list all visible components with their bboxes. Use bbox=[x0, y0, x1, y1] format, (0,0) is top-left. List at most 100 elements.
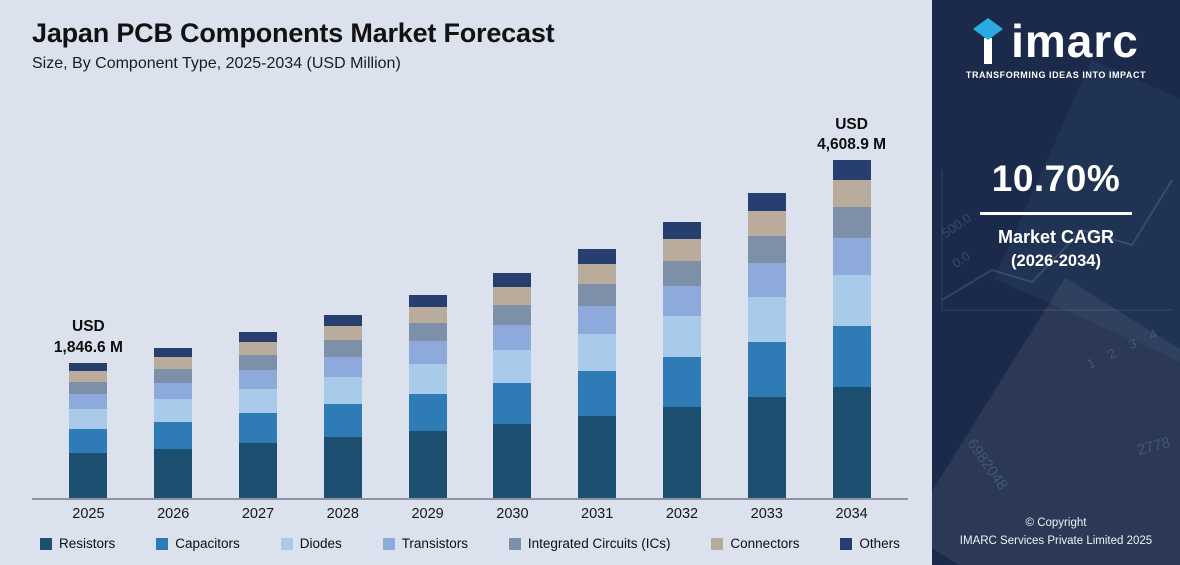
bar-segment-resistors bbox=[578, 415, 617, 498]
divider-rule bbox=[980, 212, 1132, 215]
x-axis-label: 2028 bbox=[326, 506, 359, 522]
bar-segment-others bbox=[323, 314, 362, 326]
bar-segment-others bbox=[578, 249, 617, 264]
bar-segment-diodes bbox=[662, 316, 701, 358]
bar-segment-connectors bbox=[662, 238, 701, 261]
legend-label: Resistors bbox=[59, 536, 116, 551]
x-axis-label: 2033 bbox=[750, 506, 783, 522]
legend-item-diodes: Diodes bbox=[280, 536, 342, 551]
imarc-logo-mark bbox=[973, 18, 1004, 64]
legend-swatch bbox=[40, 537, 52, 550]
x-axis-label: 2029 bbox=[411, 506, 444, 522]
bar-segment-integrated-circuits-ics bbox=[69, 381, 108, 394]
cagr-value: 10.70% bbox=[991, 158, 1121, 199]
bar-segment-integrated-circuits-ics bbox=[662, 260, 701, 286]
legend-swatch bbox=[508, 537, 521, 550]
bar-column bbox=[300, 314, 385, 498]
legend-label: Others bbox=[859, 536, 900, 551]
bar-segment-others bbox=[408, 294, 447, 307]
cagr-label: Market CAGR bbox=[997, 227, 1115, 247]
legend-item-resistors: Resistors bbox=[40, 536, 115, 551]
bar-segment-others bbox=[662, 222, 701, 239]
bar-segment-capacitors bbox=[69, 428, 108, 454]
bar-segment-transistors bbox=[493, 324, 532, 350]
bar-segment-resistors bbox=[662, 407, 701, 498]
bar-column bbox=[385, 294, 470, 498]
legend-item-capacitors: Capacitors bbox=[156, 536, 240, 551]
bar-segment-resistors bbox=[832, 386, 871, 498]
legend-swatch bbox=[711, 537, 724, 550]
bar-segment-diodes bbox=[323, 376, 362, 405]
legend-swatch bbox=[840, 537, 853, 550]
x-axis-label: 2027 bbox=[241, 506, 275, 522]
x-axis-labels: 2025 2026 2027 2028 2029 2030 2031 2032 2033 2034 bbox=[32, 506, 908, 522]
bar-segment-others bbox=[747, 192, 786, 212]
legend-swatch bbox=[156, 537, 169, 550]
bar-segment-capacitors bbox=[154, 421, 193, 449]
bar-segment-resistors bbox=[154, 448, 193, 498]
bar-segment-resistors bbox=[69, 453, 108, 498]
bar-stack bbox=[238, 332, 277, 498]
bar-segment-transistors bbox=[662, 285, 701, 317]
bar-segment-connectors bbox=[493, 286, 532, 305]
bar-segment-capacitors bbox=[408, 394, 447, 431]
imarc-logo-text: imarc bbox=[1011, 15, 1139, 67]
bar-segment-resistors bbox=[747, 397, 786, 498]
imarc-logo: imarc bbox=[973, 18, 1139, 64]
plot-area: USD 1,846.6 M USD 4,608.9 M bbox=[32, 77, 908, 500]
bar-segment-transistors bbox=[578, 306, 617, 334]
legend-label: Integrated Circuits (ICs) bbox=[527, 536, 671, 551]
bar-column bbox=[724, 192, 809, 498]
bar-segment-transistors bbox=[238, 370, 277, 389]
copyright: © Copyright IMARC Services Private Limit… bbox=[960, 515, 1152, 551]
chart-subtitle: Size, By Component Type, 2025-2034 (USD … bbox=[32, 55, 401, 72]
legend-item-others: Others bbox=[840, 536, 900, 551]
legend-swatch bbox=[280, 537, 293, 550]
copyright-line-2: IMARC Services Private Limited 2025 bbox=[959, 535, 1153, 548]
bar-column bbox=[470, 273, 555, 498]
legend-swatch bbox=[382, 537, 395, 550]
bar-segment-connectors bbox=[832, 180, 871, 208]
bar-column bbox=[555, 249, 640, 498]
chart-panel: Japan PCB Components Market Forecast Siz… bbox=[0, 0, 932, 565]
bar-value-label: USD 1,846.6 M bbox=[53, 318, 123, 356]
bar-column bbox=[640, 222, 725, 498]
bar-segment-resistors bbox=[493, 423, 532, 498]
bar-stack bbox=[408, 294, 447, 498]
legend-label: Diodes bbox=[299, 536, 342, 551]
bar-stack bbox=[747, 192, 786, 498]
bar-segment-diodes bbox=[69, 408, 108, 429]
x-axis-label: 2025 bbox=[72, 506, 105, 522]
bar-segment-transistors bbox=[408, 341, 447, 364]
bar-column: USD 1,846.6 M bbox=[46, 317, 131, 498]
legend-label: Capacitors bbox=[175, 536, 240, 551]
bar-segment-others bbox=[493, 273, 532, 287]
bar-segment-integrated-circuits-ics bbox=[408, 323, 447, 342]
legend-item-integrated-circuits-ics: Integrated Circuits (ICs) bbox=[508, 536, 671, 551]
bar-segment-resistors bbox=[238, 443, 277, 498]
bar-segment-integrated-circuits-ics bbox=[323, 340, 362, 357]
bar-segment-capacitors bbox=[238, 413, 277, 444]
x-axis-label: 2031 bbox=[581, 506, 614, 522]
bar-segment-connectors bbox=[238, 342, 277, 356]
decorative-line-chart bbox=[941, 170, 1173, 311]
bar-segment-transistors bbox=[747, 263, 786, 297]
bar-stack bbox=[154, 348, 193, 498]
bar-segment-capacitors bbox=[832, 325, 871, 387]
bar-column: USD 4,608.9 M bbox=[809, 115, 894, 498]
bar-segment-connectors bbox=[408, 306, 447, 324]
x-axis-label: 2032 bbox=[665, 506, 699, 522]
imarc-tagline: TRANSFORMING IDEAS INTO IMPACT bbox=[965, 70, 1147, 80]
bar-segment-integrated-circuits-ics bbox=[238, 355, 277, 371]
bar-segment-others bbox=[154, 348, 193, 358]
legend-label: Connectors bbox=[730, 536, 800, 551]
bar-segment-diodes bbox=[493, 349, 532, 384]
bar-stack bbox=[578, 249, 617, 498]
bar-segment-capacitors bbox=[662, 357, 701, 407]
bar-segment-diodes bbox=[154, 399, 193, 422]
x-axis-label: 2026 bbox=[157, 506, 190, 522]
bar-segment-capacitors bbox=[747, 342, 786, 398]
legend-label: Transistors bbox=[401, 536, 468, 551]
page-title: Japan PCB Components Market Forecast bbox=[32, 18, 555, 48]
